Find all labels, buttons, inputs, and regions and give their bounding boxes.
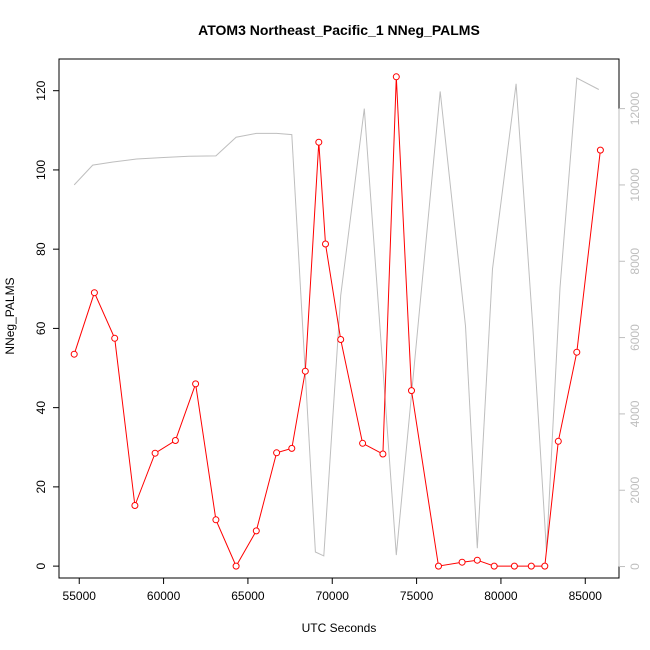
y-tick-label: 80: [34, 242, 48, 256]
data-point: [435, 562, 442, 570]
data-point: [379, 450, 387, 458]
data-point: [252, 527, 260, 535]
data-point: [111, 334, 119, 342]
x-tick-label: 85000: [569, 589, 603, 603]
x-tick-label: 60000: [147, 589, 181, 603]
y-tick-label: 100: [34, 160, 48, 180]
data-point: [322, 240, 329, 248]
y2-tick-label: 0: [628, 563, 642, 570]
data-point: [596, 146, 604, 154]
data-point: [573, 348, 581, 356]
x-tick-label: 80000: [484, 589, 518, 603]
y2-tick-label: 8000: [628, 248, 642, 275]
y-tick-label: 0: [34, 562, 48, 569]
axes-group: 55000 60000 65000 70000 75000 80000 8500002040…: [34, 58, 642, 603]
data-point: [70, 350, 78, 358]
data-point: [473, 556, 481, 564]
y2-tick-label: 4000: [628, 400, 642, 427]
data-point: [554, 437, 562, 445]
chart-title: ATOM3 Northeast_Pacific_1 NNeg_PALMS: [198, 22, 480, 38]
data-point: [212, 516, 220, 524]
data-point: [408, 387, 415, 395]
x-tick-label: 75000: [400, 589, 434, 603]
data-point: [527, 562, 535, 570]
data-point: [541, 562, 549, 570]
data-point: [90, 289, 98, 297]
data-point: [273, 449, 281, 457]
y-tick-label: 40: [34, 401, 48, 415]
y-axis-label: NNeg_PALMS: [3, 277, 17, 354]
data-point: [288, 444, 296, 452]
x-axis-label: UTC Seconds: [302, 621, 377, 635]
y-tick-label: 60: [34, 321, 48, 335]
data-point: [337, 336, 345, 343]
y2-tick-label: 2000: [628, 477, 642, 504]
series-left-group: [70, 73, 604, 570]
data-point: [232, 562, 240, 570]
data-point: [392, 73, 400, 81]
data-point: [171, 437, 179, 444]
data-point: [315, 138, 323, 146]
data-point: [510, 562, 518, 570]
x-tick-label: 65000: [231, 589, 265, 603]
data-point: [490, 562, 498, 570]
y2-tick-label: 10000: [628, 168, 642, 202]
data-point: [458, 558, 466, 566]
series-right-line: [73, 77, 600, 557]
y2-tick-label: 6000: [628, 324, 642, 351]
x-tick-label: 70000: [316, 589, 350, 603]
data-point: [131, 502, 139, 509]
y-tick-label: 20: [34, 480, 48, 494]
y2-tick-label: 12000: [628, 92, 642, 126]
data-point: [301, 367, 309, 375]
y-tick-label: 120: [34, 80, 48, 100]
data-point: [359, 439, 367, 447]
data-point: [151, 449, 159, 457]
x-tick-label: 55000: [63, 589, 97, 603]
data-point: [192, 380, 200, 388]
series-right-group: [73, 77, 600, 557]
